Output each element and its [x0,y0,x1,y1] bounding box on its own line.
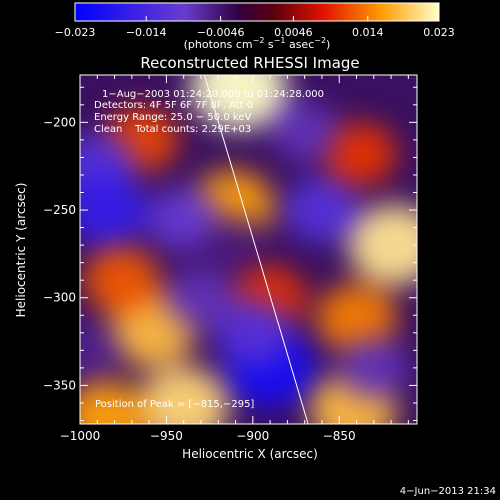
annotation-time: 1−Aug−2003 01:24:20.000 to 01:24:28.000 [102,89,324,100]
x-tick-label: −950 [150,429,183,443]
annotation-clean: Clean Total counts: 2.29E+03 [94,124,251,135]
heatmap-source [80,173,148,247]
colorbar-units-label: (photons cm−2 s−1 asec−2) [184,36,331,51]
colorbar: −0.023 −0.014 −0.0046 0.0046 0.014 0.023 (pho… [55,2,455,51]
plot-frame [79,74,418,425]
annotations: 1−Aug−2003 01:24:20.000 to 01:24:28.000 … [94,89,324,410]
y-tick-label: −300 [43,291,76,305]
heatmap-source [166,267,236,328]
heatmap-source [203,217,268,274]
y-axis-label: Heliocentric Y (arcsec) [14,183,28,318]
heatmap-source [338,337,409,399]
solar-limb-line [203,75,309,424]
heatmap-source [80,321,122,380]
heatmap-source [316,283,397,354]
x-tick-label: −850 [323,429,356,443]
x-tick-label: −1000 [60,429,101,443]
colorbar-gradient [75,3,439,21]
heatmap-source [138,366,230,424]
colorbar-tick-label: −0.014 [126,26,167,39]
y-tick-label: −350 [43,378,76,392]
colorbar-tick-label: 0.023 [423,26,455,39]
heatmap-source [190,75,288,130]
heatmap-image [80,75,417,424]
y-tick-label: −200 [43,115,76,129]
colorbar-ticks: −0.023 −0.014 −0.0046 0.0046 0.014 0.023 [55,16,455,39]
colorbar-tick-label: 0.014 [352,26,384,39]
y-tick-label: −250 [43,203,76,217]
heatmap-source [83,246,160,314]
y-axis: −200 −250 −300 −350 [43,86,417,421]
x-axis: −1000 −950 −900 −850 [60,75,409,443]
heatmap-source [269,100,340,162]
x-axis-label: Heliocentric X (arcsec) [182,447,318,461]
heatmap-source [147,186,221,251]
chart-title: Reconstructed RHESSI Image [140,54,359,72]
annotation-energy: Energy Range: 25.0 − 50.0 keV [94,112,251,123]
colorbar-tick-label: −0.023 [55,26,96,39]
footer-date: 4−Jun−2013 21:34 [400,486,496,497]
heatmap-source [283,176,361,244]
heatmap-source [80,380,148,424]
heatmap-source [348,204,417,286]
colorbar-frame [74,2,440,22]
annotation-peak: Position of Peak = [−815,−295] [95,399,254,410]
colorbar-tick-label: −0.0046 [197,26,245,39]
annotation-detectors: Detectors: 4F 5F 6F 7F 8F, Att 0 [94,100,253,111]
x-tick-label: −900 [236,429,269,443]
heatmap-source [214,299,292,367]
colorbar-tick-label: 0.0046 [274,26,313,39]
heatmap-source [323,122,397,186]
